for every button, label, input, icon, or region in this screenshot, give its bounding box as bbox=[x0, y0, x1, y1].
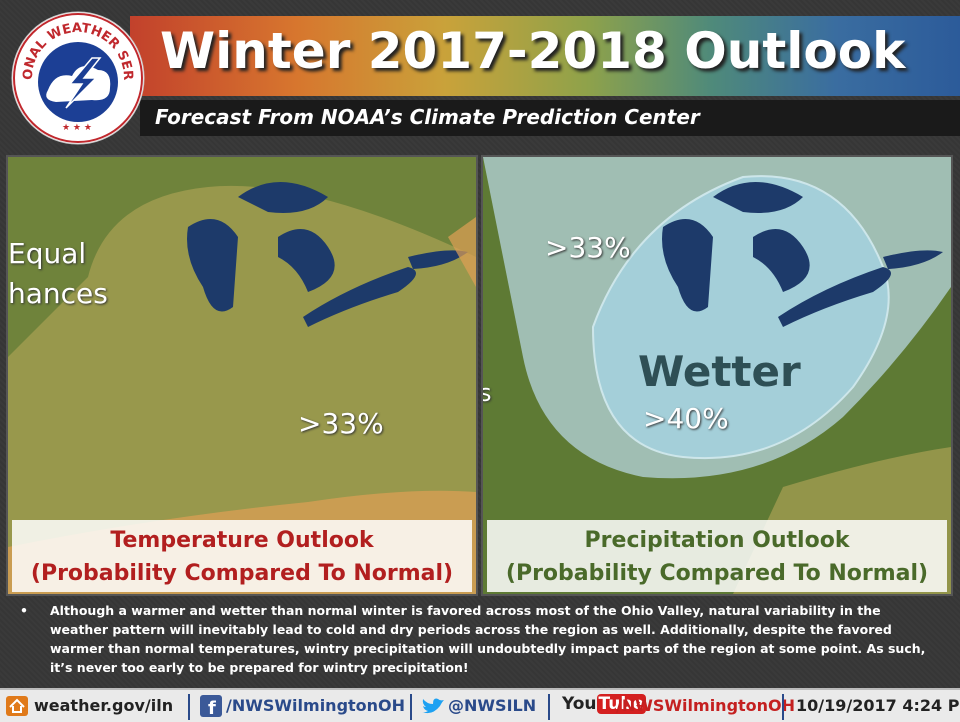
separator bbox=[410, 694, 412, 720]
website-link[interactable]: weather.gov/iln bbox=[34, 696, 174, 715]
youtube-you: You bbox=[562, 694, 597, 714]
svg-text:f: f bbox=[208, 698, 216, 717]
separator bbox=[188, 694, 190, 720]
bullet-text: Although a warmer and wetter than normal… bbox=[50, 603, 926, 675]
separator bbox=[548, 694, 550, 720]
map-label: >33% bbox=[298, 407, 384, 440]
caption: Precipitation Outlook (Probability Compa… bbox=[487, 520, 947, 592]
youtube-tube: Tube bbox=[596, 694, 647, 714]
map-label: hances bbox=[8, 277, 108, 310]
facebook-link[interactable]: /NWSWilmingtonOH bbox=[226, 696, 406, 715]
subtitle: Forecast From NOAA’s Climate Prediction … bbox=[155, 105, 700, 129]
map-label: >33% bbox=[545, 231, 631, 264]
svg-text:★ ★ ★: ★ ★ ★ bbox=[62, 123, 92, 133]
timestamp: 10/19/2017 4:24 PM bbox=[796, 696, 960, 715]
caption-line: (Probability Compared To Normal) bbox=[30, 561, 454, 586]
youtube-link[interactable]: /NWSWilmingtonOH bbox=[616, 696, 796, 715]
separator bbox=[782, 694, 784, 720]
subtitle-bar bbox=[140, 100, 960, 136]
home-icon bbox=[6, 696, 28, 716]
map-label: Equal bbox=[8, 237, 87, 270]
youtube-logo: You Tube bbox=[562, 694, 647, 714]
twitter-icon bbox=[422, 698, 444, 714]
nws-logo: NATIONAL WEATHER SERVICE ★ ★ ★ bbox=[10, 10, 145, 145]
bullet-marker: • bbox=[20, 603, 28, 618]
caption-line: Precipitation Outlook bbox=[584, 528, 850, 553]
bullet-list: • Although a warmer and wetter than norm… bbox=[20, 601, 940, 677]
twitter-link[interactable]: @NWSILN bbox=[448, 696, 537, 715]
footer: weather.gov/iln f /NWSWilmingtonOH @NWSI… bbox=[0, 688, 960, 722]
temperature-panel: Equal hances >33% Temperature Outlook (P… bbox=[6, 155, 478, 596]
precipitation-panel: >33% Wetter >40% s Precipitation Outlook… bbox=[481, 155, 953, 596]
caption-line: Temperature Outlook bbox=[110, 528, 374, 553]
map-label: Wetter bbox=[638, 347, 801, 396]
map-label: >40% bbox=[643, 402, 729, 435]
caption-line: (Probability Compared To Normal) bbox=[505, 561, 929, 586]
title: Winter 2017-2018 Outlook bbox=[160, 22, 906, 80]
facebook-icon: f bbox=[200, 695, 222, 717]
caption: Temperature Outlook (Probability Compare… bbox=[12, 520, 472, 592]
map-label: s bbox=[483, 379, 492, 407]
header-bar bbox=[130, 16, 960, 96]
